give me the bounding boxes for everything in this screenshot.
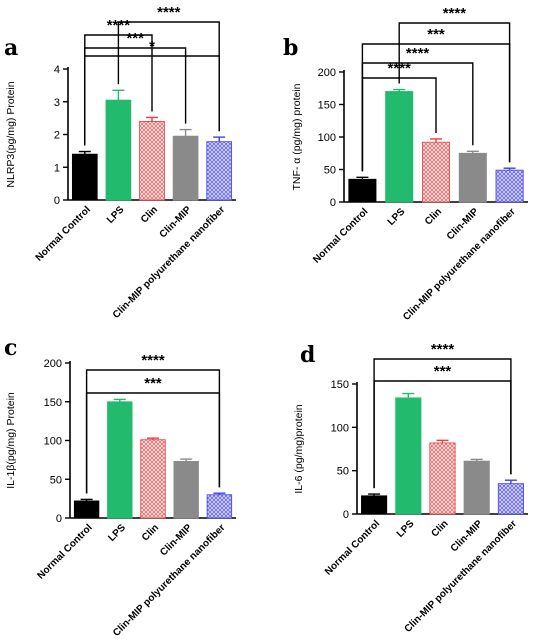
y-tick-label: 50 xyxy=(50,474,62,486)
panel-c: c 0 50 100 150 200 IL-1β(pg/mg) Protein Normal … xyxy=(4,335,236,639)
x-category-label: Clin xyxy=(429,518,450,539)
panel-letter: a xyxy=(4,35,18,61)
y-tick-label: 3 xyxy=(54,97,60,109)
x-category-label: Normal Control xyxy=(311,206,370,265)
y-axis-label: TNF- α (pg/mg) protein xyxy=(291,83,303,190)
significance-label: *** xyxy=(427,26,445,43)
significance-label: *** xyxy=(434,363,452,380)
bar-lps xyxy=(385,91,414,203)
y-tick-label: 2 xyxy=(54,130,60,142)
y-tick-label: 0 xyxy=(54,195,60,207)
bar-clin xyxy=(429,442,456,515)
y-tick-label: 150 xyxy=(331,379,349,391)
significance-bracket: **** xyxy=(117,4,220,132)
bar-clin-mip xyxy=(463,460,490,515)
bar-lps xyxy=(105,99,132,201)
bar-lps xyxy=(395,397,422,515)
bar-clin-mip xyxy=(173,461,199,519)
x-category-label: Clin xyxy=(423,206,444,227)
x-category-label: LPS xyxy=(105,204,127,226)
significance-bracket: **** xyxy=(398,5,511,163)
significance-label: *** xyxy=(144,375,162,392)
significance-bracket: **** xyxy=(361,45,474,172)
x-category-label: LPS xyxy=(395,518,417,540)
y-tick-label: 100 xyxy=(331,422,349,434)
x-category-label: Normal Control xyxy=(35,522,94,581)
significance-label: **** xyxy=(443,5,467,22)
y-tick-label: 200 xyxy=(44,358,62,370)
panel-d: d 0 50 100 150 IL-6 (pg/mg)protein Normal Cont… xyxy=(293,341,528,635)
y-tick-label: 100 xyxy=(44,436,62,448)
panel-letter: b xyxy=(283,35,298,61)
x-category-label: Normal Control xyxy=(323,518,382,577)
y-tick-label: 0 xyxy=(343,509,349,521)
bar-normal-control xyxy=(71,153,98,201)
y-tick-label: 50 xyxy=(337,466,349,478)
x-category-label: Normal Control xyxy=(34,204,93,263)
y-tick-label: 0 xyxy=(56,513,62,525)
bar-clin xyxy=(139,121,165,201)
y-tick-label: 150 xyxy=(44,397,62,409)
y-tick-label: 0 xyxy=(330,197,336,209)
bar-normal-control xyxy=(361,495,388,515)
significance-label: **** xyxy=(431,341,455,358)
significance-bracket: **** xyxy=(85,352,221,494)
y-axis-label: IL-6 (pg/mg)protein xyxy=(293,404,305,493)
bar-clin-mip-polyurethane-nanofiber xyxy=(495,169,524,203)
y-tick-label: 150 xyxy=(318,100,336,112)
significance-label: **** xyxy=(157,4,181,21)
significance-bracket: *** xyxy=(84,30,187,146)
bar-clin-mip xyxy=(458,152,487,203)
x-category-label: Clin-MIP xyxy=(445,206,481,242)
bar-clin-mip-polyurethane-nanofiber xyxy=(206,494,233,519)
bar-clin xyxy=(421,141,451,203)
bar-normal-control xyxy=(348,178,377,203)
x-category-label: LPS xyxy=(106,522,128,544)
y-axis-label: NLRP3(pg/mg) Protein xyxy=(5,81,17,187)
y-tick-label: 200 xyxy=(318,67,336,79)
panel-letter: d xyxy=(300,342,315,368)
bar-clin-mip-polyurethane-nanofiber xyxy=(206,141,233,201)
bar-normal-control xyxy=(73,500,100,519)
y-tick-label: 100 xyxy=(318,132,336,144)
y-tick-label: 50 xyxy=(324,165,336,177)
panel-a: a 0 1 2 3 4 NLRP3(pg/mg) Protein Normal Control… xyxy=(4,4,236,321)
y-tick-label: 4 xyxy=(54,64,60,76)
x-category-label: Clin xyxy=(140,522,161,543)
bar-lps xyxy=(107,401,133,519)
x-category-label: Clin xyxy=(139,204,160,225)
bar-clin-mip xyxy=(172,135,199,201)
significance-bracket: **** xyxy=(373,341,512,489)
significance-label: **** xyxy=(141,352,165,369)
y-tick-label: 1 xyxy=(54,162,60,174)
significance-label: **** xyxy=(406,45,430,62)
bar-clin xyxy=(140,439,166,519)
significance-label: *** xyxy=(126,30,144,47)
bar-clin-mip-polyurethane-nanofiber xyxy=(497,483,524,515)
panel-b: b 0 50 100 150 200 TNF- α (pg/mg) protein Norma… xyxy=(283,5,528,323)
panel-letter: c xyxy=(4,335,17,361)
x-category-label: LPS xyxy=(386,206,408,228)
y-axis-label: IL-1β(pg/mg) Protein xyxy=(5,392,17,489)
